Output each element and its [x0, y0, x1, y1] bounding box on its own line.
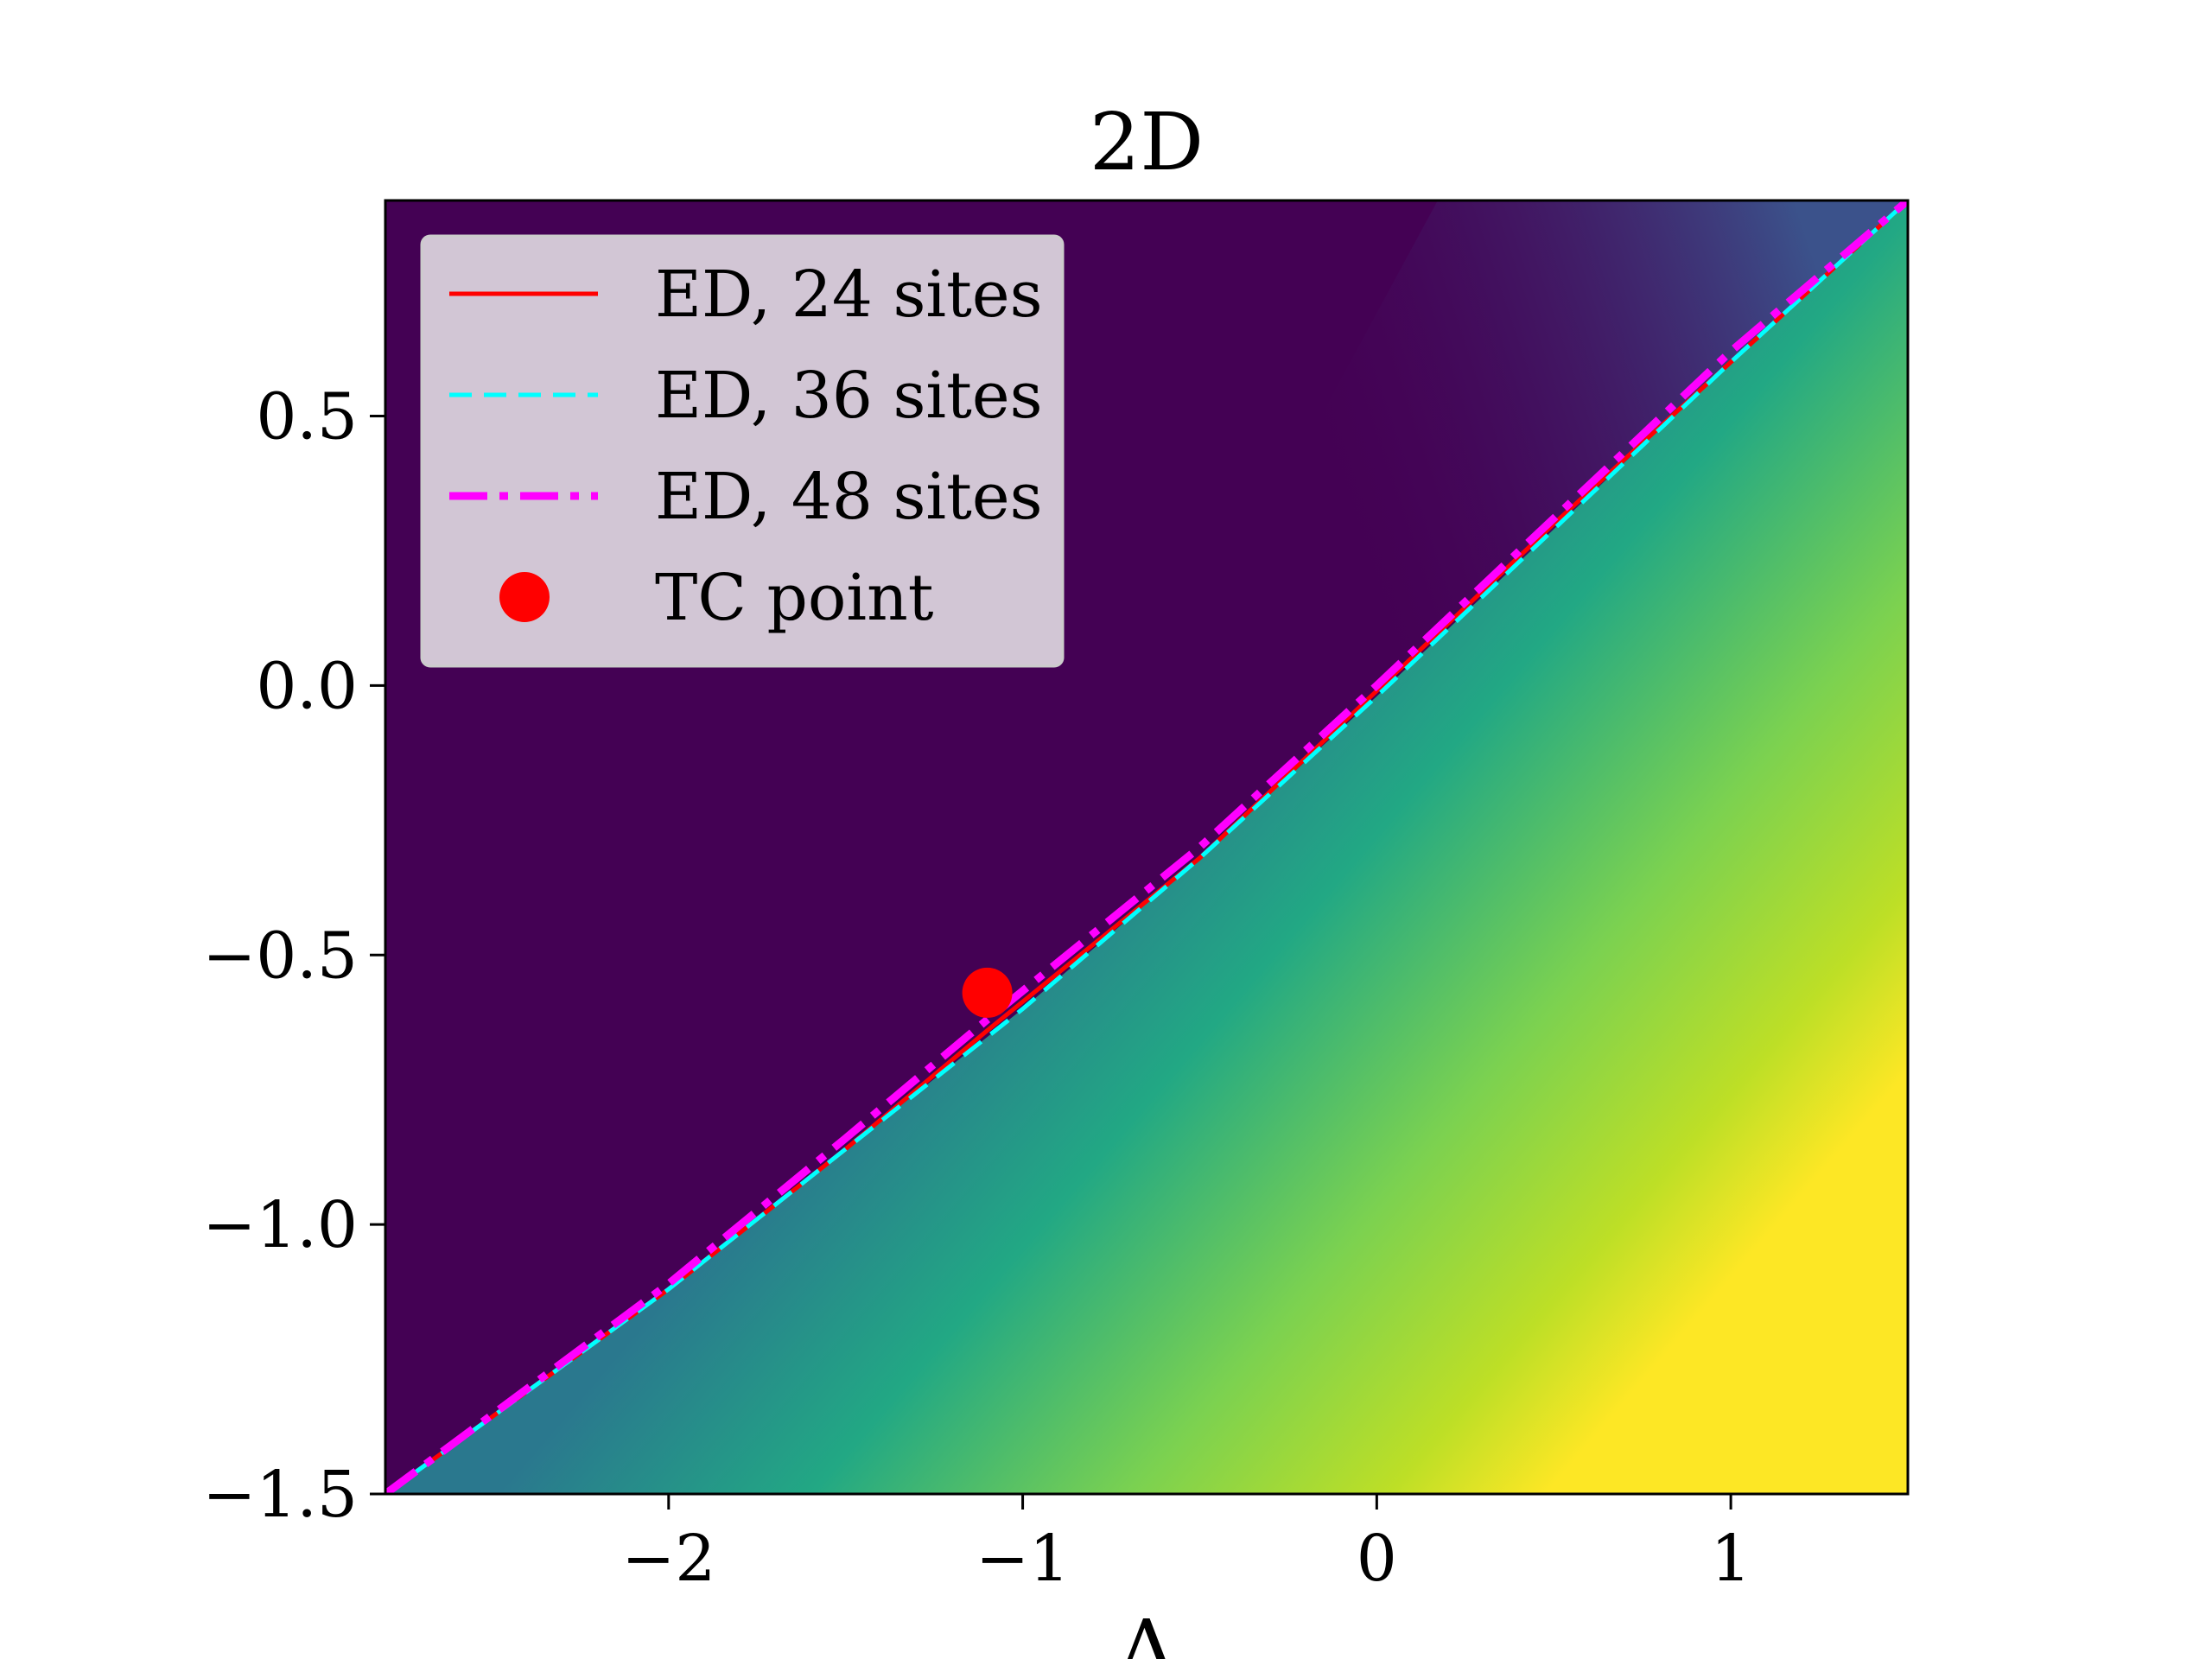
series-layer — [385, 200, 1908, 1494]
legend-label: TC point — [655, 561, 934, 635]
x-tick-label: −2 — [621, 1522, 715, 1596]
plot-frame — [384, 199, 1910, 1496]
x-axis-label: Δ — [1118, 1603, 1175, 1659]
legend-box — [420, 234, 1065, 668]
x-tick-label: 1 — [1711, 1522, 1751, 1596]
legend: ED, 24 sites ED, 36 sites ED, 48 sites TC p… — [420, 234, 1065, 668]
plot-area — [385, 200, 1908, 1494]
x-tick-label: −1 — [976, 1522, 1070, 1596]
y-tick-label: −1.5 — [202, 1458, 358, 1532]
y-tick-label: −0.5 — [202, 918, 358, 993]
legend-entries: ED, 24 sites ED, 36 sites ED, 48 sites TC p… — [449, 257, 1043, 635]
legend-label: ED, 36 sites — [655, 359, 1043, 433]
tc-point-marker — [962, 967, 1013, 1018]
points-layer — [962, 967, 1013, 1018]
legend-label: ED, 48 sites — [655, 460, 1043, 534]
series-line-ed-36-sites — [385, 200, 1908, 1494]
heatmap-ordered-region — [385, 200, 1908, 1494]
x-axis-ticks: −2 −1 0 1 — [621, 1494, 1751, 1596]
legend-marker-tc-point — [499, 572, 550, 622]
x-tick-label: 0 — [1357, 1522, 1397, 1596]
legend-label: ED, 24 sites — [655, 257, 1043, 332]
series-line-ed-48-sites — [385, 200, 1908, 1494]
y-axis-ticks: −1.5 −1.0 −0.5 0.0 0.5 — [202, 380, 385, 1532]
chart-title: 2D — [1090, 96, 1204, 188]
heatmap-transition-band — [999, 200, 1908, 1009]
y-tick-label: 0.5 — [256, 380, 358, 454]
y-tick-label: −1.0 — [202, 1188, 358, 1262]
y-tick-label: 0.0 — [256, 649, 358, 723]
